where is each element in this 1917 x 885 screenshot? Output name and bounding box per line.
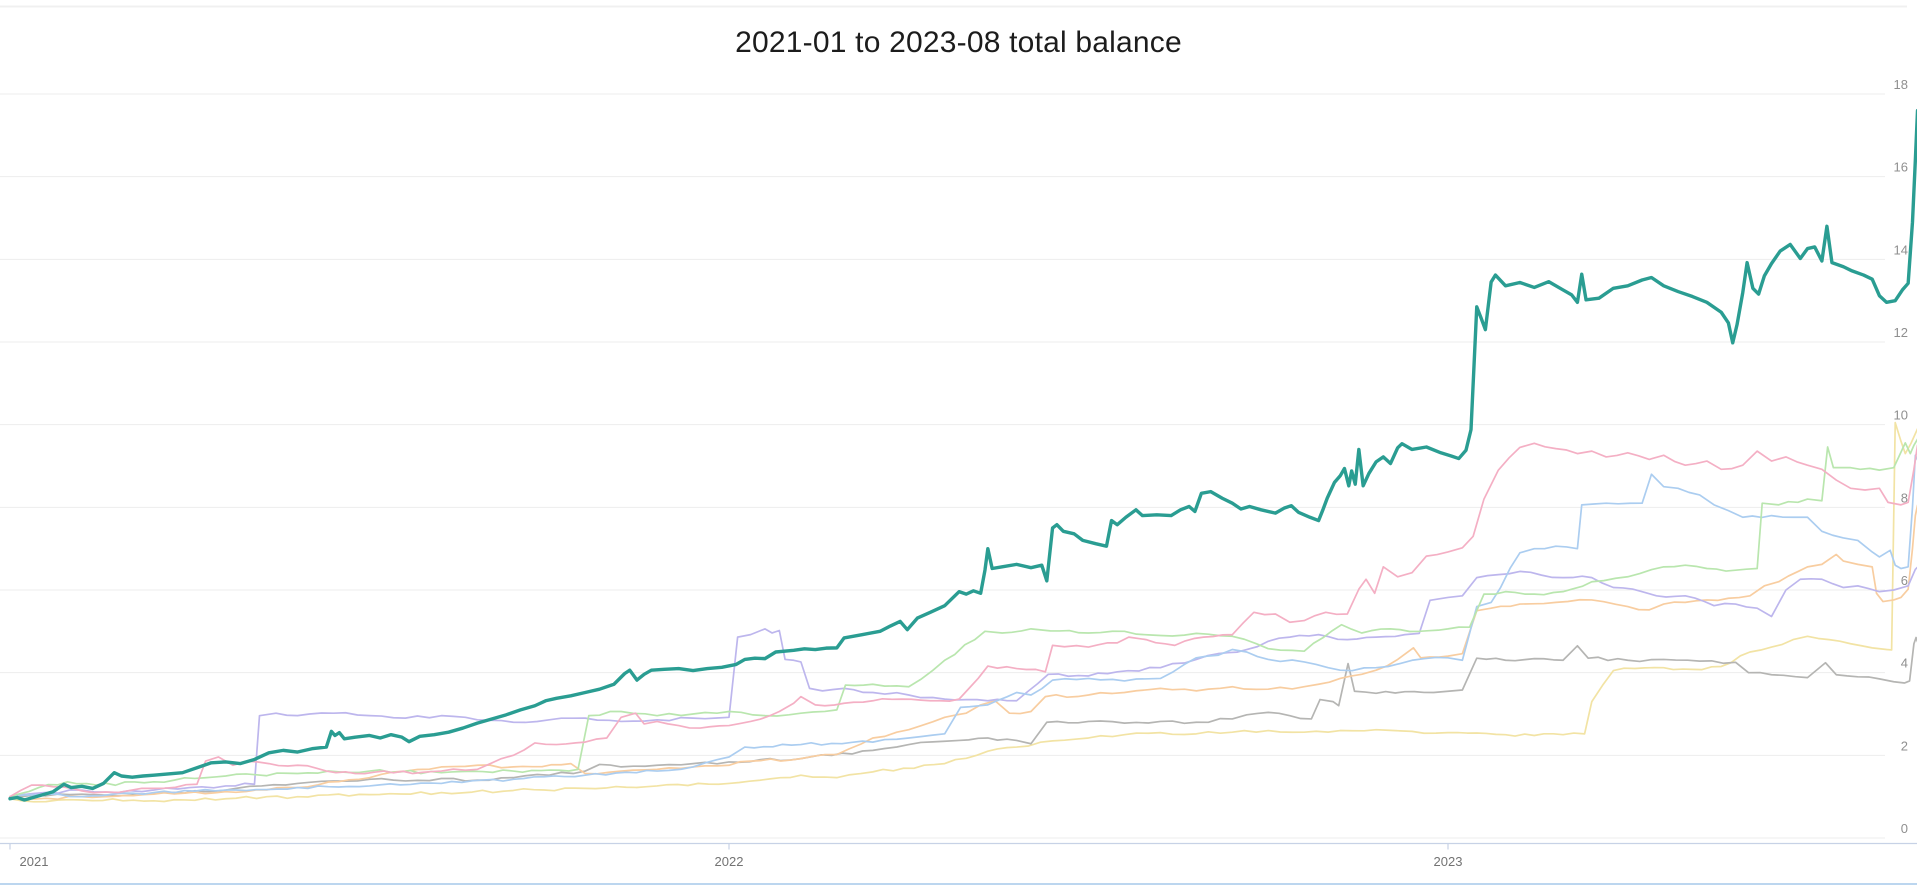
y-axis-tick-label: 16 [1894, 160, 1908, 175]
series-line-teal [8, 108, 1917, 802]
axes: 2021 2022 2023 [0, 842, 1917, 869]
series-line-orange [9, 504, 1917, 801]
gridlines: 0 2 4 6 8 10 12 14 16 18 [0, 77, 1908, 839]
y-axis-tick-label: 6 [1901, 573, 1908, 588]
series-line-green [9, 438, 1917, 798]
y-axis-tick-label: 8 [1901, 490, 1908, 505]
x-axis-tick-label: 2021 [20, 854, 49, 869]
x-axis-tick-label: 2023 [1434, 854, 1463, 869]
series-line-yellow [9, 421, 1917, 803]
series-line-blue [9, 454, 1917, 798]
series-group [8, 108, 1917, 803]
series-line-pink [9, 442, 1917, 798]
y-axis-tick-label: 10 [1894, 408, 1908, 423]
series-line-lavender [9, 566, 1917, 798]
y-axis-tick-label: 18 [1894, 77, 1908, 92]
x-axis-tick-label: 2022 [715, 854, 744, 869]
bottom-bar [0, 883, 1917, 885]
y-axis-tick-label: 0 [1901, 821, 1908, 836]
y-axis-tick-label: 14 [1894, 242, 1908, 257]
y-axis-tick-label: 12 [1894, 325, 1908, 340]
y-axis-tick-label: 2 [1901, 738, 1908, 753]
y-axis-tick-label: 4 [1901, 656, 1908, 671]
